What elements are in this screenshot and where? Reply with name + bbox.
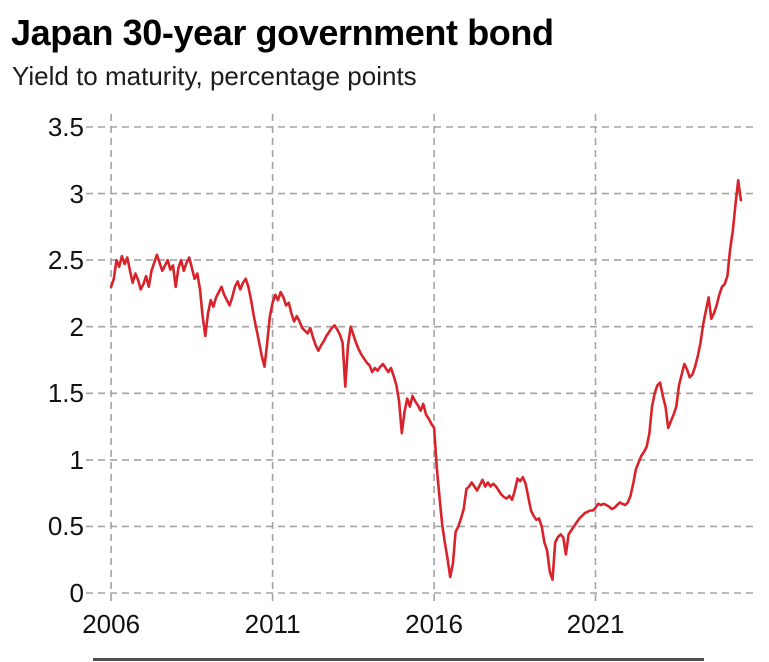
x-axis-tick-label: 2011 xyxy=(244,609,301,639)
chart-subtitle: Yield to maturity, percentage points xyxy=(12,61,417,91)
x-axis-tick-label: 2006 xyxy=(82,609,141,639)
chart-title: Japan 30-year government bond xyxy=(11,12,554,53)
y-axis-tick-label: 3 xyxy=(69,178,84,209)
y-axis-tick-label: 2.5 xyxy=(47,245,84,276)
x-axis-tick-label: 2016 xyxy=(405,609,463,639)
cropped-content-below-rule xyxy=(93,658,704,661)
y-axis-tick-label: 1 xyxy=(69,444,84,475)
yield-line xyxy=(109,179,743,582)
y-axis-tick-label: 3.5 xyxy=(47,112,84,142)
y-axis-tick-label: 0 xyxy=(69,578,84,608)
y-axis-tick-label: 2 xyxy=(69,311,84,342)
y-axis-tick-label: 0.5 xyxy=(47,511,84,542)
y-axis-tick-label: 1.5 xyxy=(47,378,84,409)
x-axis-tick-label: 2021 xyxy=(566,609,625,639)
